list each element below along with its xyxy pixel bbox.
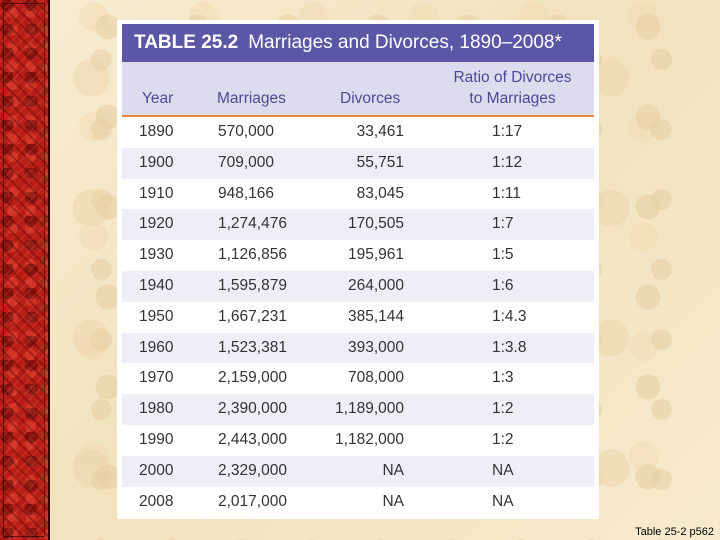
table-body: 1890 570,000 33,461 1:17 1900 709,000 55,751 1:… — [122, 117, 594, 518]
cell-marriages: 2,390,000 — [218, 400, 287, 418]
table-row: 1970 2,159,000 708,000 1:3 — [122, 363, 594, 395]
table-row: 1990 2,443,000 1,182,000 1:2 — [122, 424, 594, 456]
cell-divorces: 393,000 — [347, 338, 404, 356]
table-row: 1980 2,390,000 1,189,000 1:2 — [122, 394, 594, 425]
cell-ratio: 1:3.8 — [492, 338, 527, 356]
cell-year: 2000 — [139, 461, 174, 479]
cell-ratio: 1:7 — [492, 215, 514, 233]
cell-marriages: 1,595,879 — [218, 276, 287, 294]
slide-caption: Table 25-2 p562 — [635, 526, 714, 538]
cell-year: 1890 — [139, 123, 174, 140]
table-row: 1950 1,667,231 385,144 1:4.3 — [122, 301, 594, 333]
cell-year: 1950 — [139, 307, 174, 325]
cell-divorces: 83,045 — [356, 184, 404, 202]
cell-ratio: NA — [492, 492, 514, 510]
table-title-bar: TABLE 25.2 Marriages and Divorces, 1890–… — [122, 24, 594, 62]
cell-divorces: 55,751 — [356, 153, 404, 171]
table-row: 2000 2,329,000 NA NA — [122, 455, 594, 487]
cell-ratio: NA — [492, 461, 514, 479]
cell-ratio: 1:2 — [492, 400, 514, 418]
cell-divorces: 33,461 — [356, 123, 404, 140]
table-number: TABLE 25.2 — [134, 32, 239, 53]
cell-marriages: 570,000 — [218, 123, 275, 140]
decorative-sidebar — [0, 0, 50, 540]
cell-marriages: 2,017,000 — [218, 492, 287, 510]
table-row: 1960 1,523,381 393,000 1:3.8 — [122, 332, 594, 364]
header-ratio-line2: to Marriages — [469, 90, 556, 107]
table-row: 1930 1,126,856 195,961 1:5 — [122, 240, 594, 271]
cell-divorces: 1,189,000 — [335, 400, 404, 418]
cell-divorces: 708,000 — [347, 369, 404, 387]
cell-ratio: 1:3 — [492, 369, 514, 387]
cell-divorces: 385,144 — [347, 307, 404, 325]
cell-marriages: 1,274,476 — [218, 215, 287, 233]
cell-divorces: 195,961 — [347, 246, 404, 264]
table-row: 2008 2,017,000 NA NA — [122, 486, 594, 518]
cell-divorces: 170,505 — [347, 215, 404, 233]
cell-marriages: 2,443,000 — [218, 430, 287, 448]
table-row: 1910 948,166 83,045 1:11 — [122, 178, 594, 210]
cell-marriages: 1,126,856 — [218, 246, 287, 264]
cell-year: 1930 — [139, 246, 174, 264]
table-row: 1940 1,595,879 264,000 1:6 — [122, 270, 594, 302]
cell-year: 1910 — [139, 184, 174, 202]
cell-marriages: 1,667,231 — [218, 307, 287, 325]
cell-ratio: 1:2 — [492, 430, 514, 448]
header-divorces: Divorces — [340, 90, 401, 107]
cell-ratio: 1:5 — [492, 246, 514, 264]
cell-ratio: 1:6 — [492, 276, 514, 294]
header-year: Year — [142, 90, 174, 107]
cell-marriages: 1,523,381 — [218, 338, 287, 356]
cell-marriages: 948,166 — [218, 184, 275, 202]
cell-ratio: 1:17 — [492, 123, 523, 140]
cell-year: 1940 — [139, 276, 174, 294]
table-row: 1900 709,000 55,751 1:12 — [122, 147, 594, 179]
cell-divorces: 264,000 — [347, 276, 404, 294]
header-ratio-line1: Ratio of Divorces — [453, 69, 572, 86]
cell-divorces: NA — [382, 461, 404, 479]
cell-divorces: 1,182,000 — [335, 430, 404, 448]
cell-year: 1920 — [139, 215, 174, 233]
cell-marriages: 2,329,000 — [218, 461, 287, 479]
marriages-divorces-table: TABLE 25.2 Marriages and Divorces, 1890–… — [117, 20, 599, 519]
cell-divorces: NA — [382, 492, 404, 510]
cell-year: 1970 — [139, 369, 174, 387]
table-row: 1920 1,274,476 170,505 1:7 — [122, 209, 594, 241]
cell-ratio: 1:12 — [492, 153, 523, 171]
cell-year: 1990 — [139, 430, 174, 448]
cell-ratio: 1:4.3 — [492, 307, 527, 325]
cell-year: 2008 — [139, 492, 174, 510]
cell-year: 1960 — [139, 338, 174, 356]
header-ratio: Ratio of Divorces to Marriages — [440, 67, 585, 109]
cell-marriages: 2,159,000 — [218, 369, 287, 387]
table-row: 1890 570,000 33,461 1:17 — [122, 117, 594, 148]
cell-year: 1980 — [139, 400, 174, 418]
table-title: Marriages and Divorces, 1890–2008* — [248, 32, 562, 53]
table-header: Year Marriages Divorces Ratio of Divorce… — [122, 62, 594, 117]
cell-year: 1900 — [139, 153, 174, 171]
cell-ratio: 1:11 — [492, 184, 522, 202]
header-marriages: Marriages — [217, 90, 286, 107]
cell-marriages: 709,000 — [218, 153, 275, 171]
